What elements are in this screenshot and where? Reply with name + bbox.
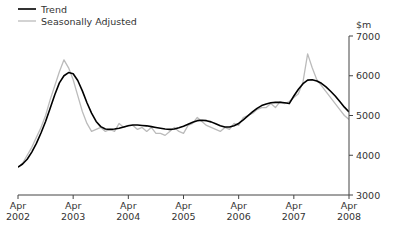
x-tick-label: Apr2002 — [6, 200, 30, 222]
y-tick-label: 7000 — [356, 31, 380, 42]
y-tick — [349, 115, 353, 116]
x-tick — [183, 195, 184, 199]
plot-area — [18, 54, 349, 167]
x-tick-label-line: Apr — [10, 200, 27, 211]
x-tick — [73, 195, 74, 199]
x-tick-label-line: 2008 — [337, 211, 361, 222]
x-tick-label: Apr2007 — [282, 200, 306, 222]
y-tick-label: 3000 — [356, 190, 380, 201]
x-tick — [128, 195, 129, 199]
x-tick — [293, 195, 294, 199]
x-tick-label-line: 2003 — [61, 211, 85, 222]
x-tick-label-line: 2006 — [227, 211, 251, 222]
x-tick-label-line: Apr — [230, 200, 247, 211]
x-tick-label-line: 2002 — [6, 211, 30, 222]
x-tick-label-line: 2004 — [116, 211, 140, 222]
y-tick — [349, 195, 353, 196]
series-line — [18, 54, 349, 167]
y-tick — [349, 155, 353, 156]
x-tick-label-line: 2005 — [171, 211, 195, 222]
legend-label: Seasonally Adjusted — [41, 16, 137, 27]
x-tick-label-line: Apr — [286, 200, 303, 211]
x-tick — [238, 195, 239, 199]
x-tick-label-line: Apr — [120, 200, 137, 211]
x-tick — [349, 195, 350, 199]
x-tick — [18, 195, 19, 199]
y-axis-label: $m — [356, 19, 371, 30]
y-tick — [349, 36, 353, 37]
x-tick-label-line: Apr — [65, 200, 82, 211]
x-tick-label-line: Apr — [175, 200, 192, 211]
legend: TrendSeasonally Adjusted — [18, 4, 137, 27]
chart: Apr2002Apr2003Apr2004Apr2005Apr2006Apr20… — [0, 0, 397, 227]
y-tick-label: 4000 — [356, 150, 380, 161]
x-tick-label: Apr2003 — [61, 200, 85, 222]
x-tick-label: Apr2004 — [116, 200, 140, 222]
series-line — [18, 73, 349, 168]
x-tick-label: Apr2005 — [171, 200, 195, 222]
y-tick-label: 6000 — [356, 70, 380, 81]
legend-swatch — [18, 8, 36, 10]
x-tick-label-line: 2007 — [282, 211, 306, 222]
y-tick — [349, 75, 353, 76]
x-tick-label: Apr2008 — [337, 200, 361, 222]
x-tick-label: Apr2006 — [227, 200, 251, 222]
y-tick-label: 5000 — [356, 110, 380, 121]
x-tick-label-line: Apr — [341, 200, 358, 211]
legend-label: Trend — [40, 4, 67, 15]
legend-swatch — [18, 20, 36, 21]
